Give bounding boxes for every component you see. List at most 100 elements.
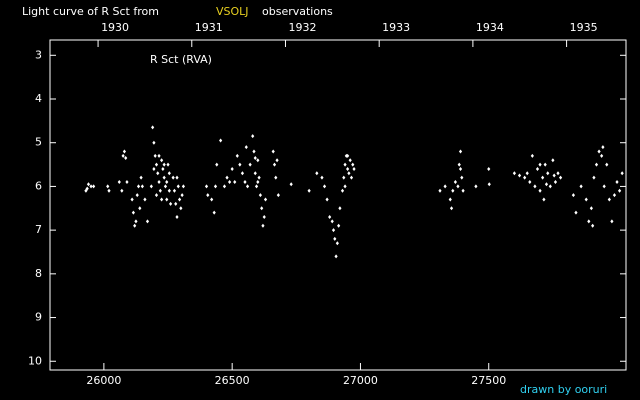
- data-point: [135, 193, 139, 198]
- data-point: [487, 182, 491, 187]
- data-point: [346, 153, 350, 158]
- data-point: [154, 162, 159, 167]
- data-point: [157, 180, 161, 185]
- data-point: [210, 197, 214, 202]
- data-point: [121, 153, 125, 158]
- data-point: [340, 188, 345, 193]
- y-tick-label: 4: [35, 92, 42, 105]
- data-point: [260, 206, 264, 211]
- data-point: [600, 153, 604, 158]
- data-point: [558, 175, 563, 180]
- data-point: [243, 180, 247, 185]
- data-point: [351, 162, 355, 167]
- data-point: [612, 193, 617, 198]
- data-point: [343, 162, 347, 167]
- data-point: [591, 223, 595, 228]
- data-point: [133, 223, 137, 228]
- data-point: [275, 158, 279, 163]
- x2-tick-label: 1930: [101, 21, 129, 34]
- data-point: [551, 158, 555, 163]
- data-point: [161, 166, 165, 171]
- data-point: [571, 193, 576, 198]
- data-point: [307, 188, 311, 193]
- y-tick-label: 8: [35, 267, 42, 280]
- data-point: [538, 188, 542, 193]
- data-point: [230, 166, 234, 171]
- x2-tick-label: 1933: [382, 21, 410, 34]
- title-end: observations: [262, 5, 333, 18]
- chart-title: Light curve of R Sct from: [22, 5, 159, 18]
- data-point: [594, 162, 599, 167]
- data-point: [212, 210, 216, 215]
- data-point: [154, 193, 159, 198]
- data-point: [244, 145, 248, 150]
- data-point: [343, 184, 347, 189]
- data-point: [552, 173, 556, 178]
- data-point: [171, 175, 175, 180]
- data-point: [254, 184, 259, 189]
- data-point: [258, 193, 262, 198]
- data-point: [448, 197, 452, 202]
- data-point: [352, 166, 356, 171]
- data-point: [225, 175, 229, 180]
- data-point: [160, 158, 164, 163]
- data-point: [584, 197, 588, 202]
- data-point: [222, 184, 227, 189]
- y-tick-label: 10: [28, 354, 42, 367]
- data-point: [181, 184, 186, 189]
- data-point: [271, 149, 275, 154]
- data-point: [553, 180, 558, 185]
- data-point: [348, 158, 352, 163]
- data-point: [543, 162, 547, 167]
- data-point: [601, 145, 605, 150]
- series-label: R Sct (RVA): [150, 53, 212, 66]
- data-point: [451, 188, 455, 193]
- data-point: [542, 197, 546, 202]
- data-point: [162, 175, 166, 180]
- data-point: [523, 175, 527, 180]
- data-point: [615, 180, 619, 185]
- data-point: [175, 215, 179, 220]
- data-point: [443, 184, 447, 189]
- data-point: [86, 182, 91, 187]
- data-point: [252, 149, 256, 154]
- data-point: [610, 219, 614, 224]
- data-point: [168, 201, 173, 206]
- data-point: [342, 175, 346, 180]
- y-tick-label: 7: [35, 223, 42, 236]
- data-point: [162, 162, 166, 167]
- title-source: VSOLJ: [216, 5, 249, 18]
- data-point: [449, 206, 454, 211]
- data-point: [587, 219, 591, 224]
- x2-tick-label: 1934: [476, 21, 504, 34]
- y-tick-label: 6: [35, 179, 42, 192]
- x2-tick-label: 1931: [195, 21, 223, 34]
- data-point: [180, 193, 184, 198]
- data-point: [177, 197, 182, 202]
- data-point: [124, 156, 128, 161]
- data-point: [153, 153, 157, 158]
- x-tick-label: 27000: [343, 374, 378, 387]
- data-point: [85, 186, 89, 191]
- data-point: [152, 166, 156, 171]
- data-point: [605, 162, 609, 167]
- data-point: [328, 215, 332, 220]
- data-point: [338, 206, 342, 211]
- data-point: [274, 175, 278, 180]
- data-point: [256, 180, 260, 185]
- data-point: [204, 184, 209, 189]
- data-point: [538, 162, 542, 167]
- data-point: [136, 184, 141, 189]
- data-point: [158, 188, 162, 193]
- data-point: [272, 162, 277, 167]
- data-point: [262, 215, 266, 220]
- data-point: [245, 184, 250, 189]
- data-point: [233, 180, 237, 185]
- data-point: [525, 171, 529, 176]
- data-point: [331, 228, 336, 233]
- plot-frame: [49, 39, 627, 371]
- data-point: [206, 193, 210, 198]
- data-point: [461, 188, 465, 193]
- x-tick-label: 26000: [86, 374, 121, 387]
